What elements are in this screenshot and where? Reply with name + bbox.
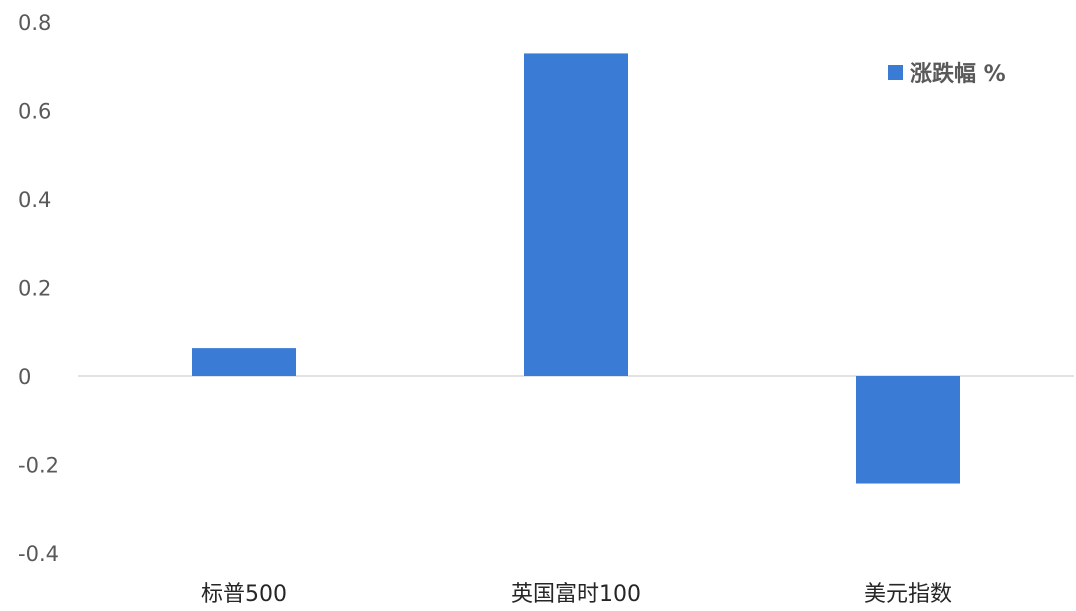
x-tick-label: 标普500 — [201, 582, 287, 607]
legend-label: 涨跌幅 % — [910, 62, 1006, 87]
y-tick-label: 0 — [18, 365, 31, 389]
y-axis-ticks: 0.8 0.6 0.4 0.2 0 -0.2 -0.4 — [18, 11, 59, 566]
legend: 涨跌幅 % — [888, 62, 1006, 87]
y-tick-label: 0.6 — [18, 100, 51, 124]
bar — [524, 53, 628, 376]
y-tick-label: 0.2 — [18, 277, 51, 301]
y-tick-label: -0.4 — [18, 542, 59, 566]
y-tick-label: 0.8 — [18, 11, 51, 35]
y-tick-label: -0.2 — [18, 454, 59, 478]
bar — [856, 376, 960, 484]
y-tick-label: 0.4 — [18, 188, 51, 212]
x-axis-labels: 标普500 英国富时100 美元指数 — [201, 582, 952, 607]
bars — [192, 53, 960, 484]
bar — [192, 348, 296, 376]
x-tick-label: 英国富时100 — [511, 582, 641, 607]
legend-swatch — [888, 65, 903, 80]
x-tick-label: 美元指数 — [864, 582, 952, 607]
